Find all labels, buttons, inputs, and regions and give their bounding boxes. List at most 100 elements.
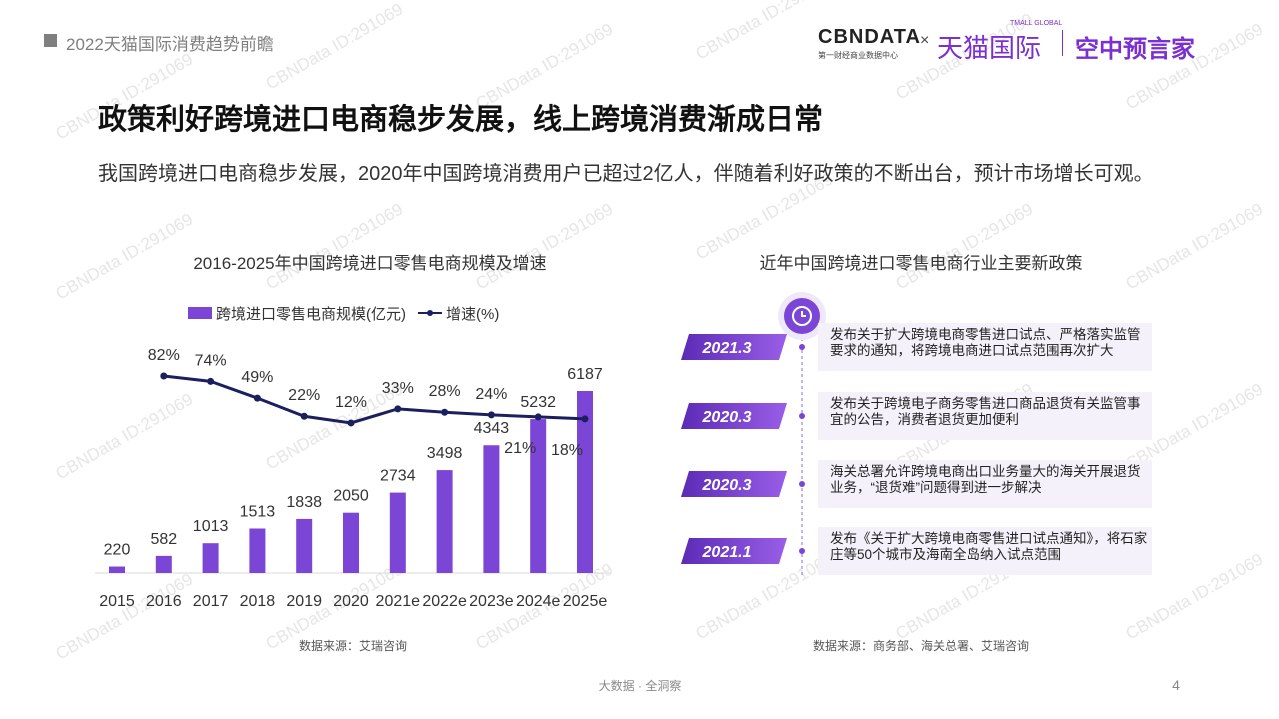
date-label: 2021.1	[702, 544, 752, 561]
date-tag	[681, 403, 787, 429]
bar-value-label: 6187	[567, 366, 603, 383]
legend-label: 跨境进口零售电商规模(亿元)	[216, 305, 406, 323]
date-label: 2020.3	[702, 477, 752, 494]
logo-tmall-sub: TMALL GLOBAL	[1010, 20, 1063, 27]
growth-point	[253, 394, 261, 402]
growth-label: 22%	[288, 387, 320, 404]
bar	[249, 528, 266, 573]
bar	[202, 543, 219, 573]
date-label: 2020.3	[702, 409, 752, 426]
bar	[389, 492, 406, 573]
legend-label: 增速(%)	[446, 306, 499, 323]
logo-x: ×	[920, 32, 930, 49]
policy-box	[818, 323, 1152, 371]
growth-label: 74%	[195, 352, 227, 369]
logo-cbn: CBNDATA	[818, 26, 921, 48]
policy-box	[818, 527, 1152, 575]
timeline-source: 数据来源：商务部、海关总署、艾瑞咨询	[813, 638, 1029, 653]
page-number: 4	[1172, 677, 1180, 693]
growth-label: 24%	[475, 386, 507, 403]
growth-label: 82%	[148, 347, 180, 364]
date-tag	[681, 334, 787, 360]
policy-text: 发布关于跨境电子商务零售进口商品退货有关监管事宜的公告，消费者退货更加便利	[830, 396, 1141, 427]
x-tick-label: 2022e	[422, 593, 467, 610]
growth-point	[534, 413, 542, 421]
legend-swatch	[188, 307, 212, 319]
bar	[483, 445, 500, 573]
bar-value-label: 1838	[286, 494, 322, 511]
bar-value-label: 4343	[474, 420, 510, 437]
page-title: 政策利好跨境进口电商稳步发展，线上跨境消费渐成日常	[98, 104, 824, 136]
policy-box-text: 发布关于扩大跨境电商零售进口试点、严格落实监管要求的通知，将跨境电商进口试点范围…	[830, 327, 1141, 358]
growth-label: 18%	[551, 442, 583, 459]
bar-value-label: 2050	[333, 488, 369, 505]
x-tick-label: 2024e	[516, 593, 561, 610]
bar	[296, 518, 313, 573]
growth-label: 28%	[429, 383, 461, 400]
policy-text: 发布《关于扩大跨境电商零售进口试点通知》，将石家庄等50个城市及海南全岛纳入试点…	[830, 531, 1148, 562]
growth-point	[300, 412, 308, 420]
policy-box-text: 发布《关于扩大跨境电商零售进口试点通知》，将石家庄等50个城市及海南全岛纳入试点…	[830, 531, 1148, 562]
bar-value-label: 582	[150, 531, 177, 548]
page-subtitle: 我国跨境进口电商稳步发展，2020年中国跨境消费用户已超过2亿人，伴随着利好政策…	[98, 163, 1154, 185]
x-tick-label: 2019	[286, 593, 322, 610]
x-tick-label: 2020	[333, 593, 369, 610]
policy-box-text: 发布关于跨境电子商务零售进口商品退货有关监管事宜的公告，消费者退货更加便利	[830, 396, 1141, 427]
clock-face	[792, 306, 812, 326]
policy-box	[818, 460, 1152, 508]
x-tick-label: 2021e	[376, 593, 421, 610]
legend-marker	[427, 310, 433, 316]
chart-title: 2016-2025年中国跨境进口零售电商规模及增速	[193, 254, 546, 273]
header-marker	[44, 34, 57, 47]
bar-value-label: 2734	[380, 468, 416, 485]
bar	[155, 555, 172, 573]
growth-line	[163, 374, 586, 425]
timeline-dot	[799, 344, 805, 350]
clock-hands	[801, 311, 806, 317]
logo-kz: 空中预言家	[1075, 36, 1195, 63]
logo-tmall: 天猫国际	[937, 33, 1042, 63]
timeline-dot	[799, 481, 805, 487]
policy-text: 海关总署允许跨境电商出口业务量大的海关开展退货业务，“退货难”问题得到进一步解决	[830, 464, 1141, 495]
growth-label: 21%	[504, 440, 536, 457]
growth-point	[441, 408, 449, 416]
growth-point	[347, 419, 355, 427]
x-tick-label: 2025e	[563, 593, 608, 610]
bar	[577, 391, 593, 573]
bar	[530, 419, 547, 573]
growth-point	[207, 377, 215, 385]
bar	[109, 566, 125, 573]
policy-box	[818, 392, 1152, 440]
x-tick-label: 2023e	[469, 593, 514, 610]
growth-point	[581, 415, 589, 423]
bar	[436, 470, 453, 573]
bar-value-label: 1013	[193, 518, 229, 535]
policy-box-text: 海关总署允许跨境电商出口业务量大的海关开展退货业务，“退货难”问题得到进一步解决	[830, 464, 1141, 495]
policy-text: 发布关于扩大跨境电商零售进口试点、严格落实监管要求的通知，将跨境电商进口试点范围…	[830, 327, 1141, 358]
chart-source: 数据来源：艾瑞咨询	[299, 638, 407, 653]
growth-label: 33%	[382, 380, 414, 397]
footer-slogan: 大数据 · 全洞察	[599, 678, 682, 693]
x-tick-label: 2016	[146, 593, 182, 610]
growth-point	[394, 405, 402, 413]
x-tick-label: 2015	[99, 593, 135, 610]
report-name: 2022天猫国际消费趋势前瞻	[66, 35, 274, 54]
date-tag	[681, 471, 787, 497]
growth-label: 12%	[335, 394, 367, 411]
bar-value-label: 220	[104, 542, 131, 559]
timeline-dot	[799, 413, 805, 419]
growth-label: 49%	[241, 369, 273, 386]
timeline-dot	[799, 548, 805, 554]
timeline-title: 近年中国跨境进口零售电商行业主要新政策	[760, 254, 1083, 273]
bar-value-label: 1513	[240, 503, 276, 520]
bar	[343, 512, 359, 573]
growth-point	[160, 372, 168, 380]
growth-point	[487, 411, 495, 419]
date-tag	[681, 538, 787, 564]
logo-cbn-sub: 第一财经商业数据中心	[818, 51, 898, 60]
x-tick-label: 2017	[193, 593, 229, 610]
bar-value-label: 5232	[520, 394, 556, 411]
logo-divider	[1062, 30, 1063, 56]
x-tick-label: 2018	[240, 593, 276, 610]
